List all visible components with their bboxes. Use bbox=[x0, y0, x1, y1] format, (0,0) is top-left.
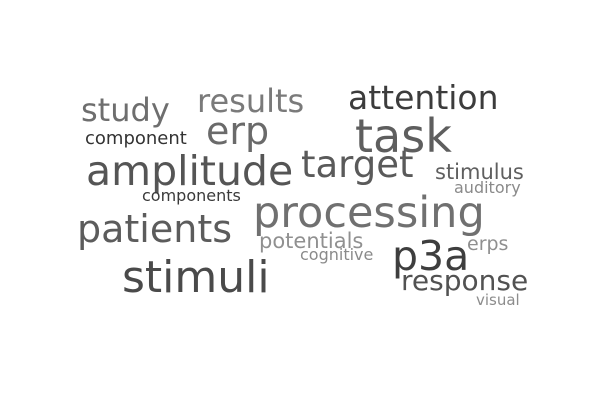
word-components: components bbox=[142, 186, 241, 205]
word-visual: visual bbox=[476, 291, 520, 309]
word-erp: erp bbox=[206, 109, 270, 153]
word-task: task bbox=[355, 109, 452, 163]
word-auditory: auditory bbox=[454, 178, 521, 197]
word-potentials: potentials bbox=[259, 229, 364, 253]
word-stimuli: stimuli bbox=[122, 252, 270, 303]
word-amplitude: amplitude bbox=[86, 147, 294, 195]
word-p3a: p3a bbox=[392, 232, 470, 280]
word-processing: processing bbox=[253, 188, 485, 238]
word-cognitive: cognitive bbox=[300, 245, 374, 264]
word-patients: patients bbox=[77, 207, 233, 251]
word-component: component bbox=[85, 128, 187, 149]
word-results: results bbox=[197, 82, 305, 120]
word-erps: erps bbox=[467, 233, 509, 255]
word-stimulus: stimulus bbox=[435, 160, 524, 184]
word-attention: attention bbox=[348, 78, 499, 117]
word-response: response bbox=[401, 264, 529, 297]
word-target: target bbox=[301, 143, 414, 186]
word-study: study bbox=[81, 91, 170, 129]
